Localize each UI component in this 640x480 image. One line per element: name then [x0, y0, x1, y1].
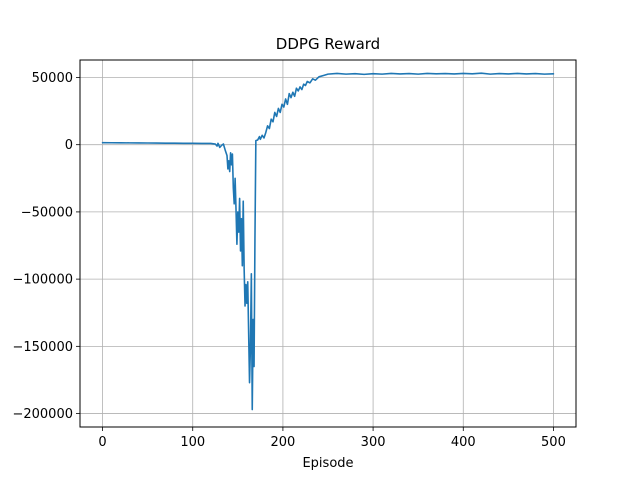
reward-series-line [101, 72, 555, 411]
x-axis-title: Episode [302, 456, 353, 471]
x-tick-label: 0 [98, 435, 106, 450]
y-tick-label: −100000 [12, 273, 73, 288]
x-tick-label: 400 [451, 435, 476, 450]
y-tick-label: −200000 [12, 407, 73, 422]
x-tick-label: 100 [180, 435, 205, 450]
tick-layer: 0 100 200 300 400 500 50000 0 −50000 −100000 −1500… [12, 71, 565, 450]
series-layer [101, 72, 555, 411]
grid-layer [80, 60, 576, 427]
x-tick-label: 200 [270, 435, 295, 450]
y-tick-label: −150000 [12, 340, 73, 355]
chart-title: DDPG Reward [276, 35, 380, 53]
y-tick-label: 50000 [32, 71, 73, 86]
x-tick-label: 300 [361, 435, 386, 450]
y-tick-label: −50000 [21, 205, 73, 220]
plot-frame [79, 59, 577, 428]
y-tick-label: 0 [65, 138, 73, 153]
x-tick-label: 500 [541, 435, 566, 450]
